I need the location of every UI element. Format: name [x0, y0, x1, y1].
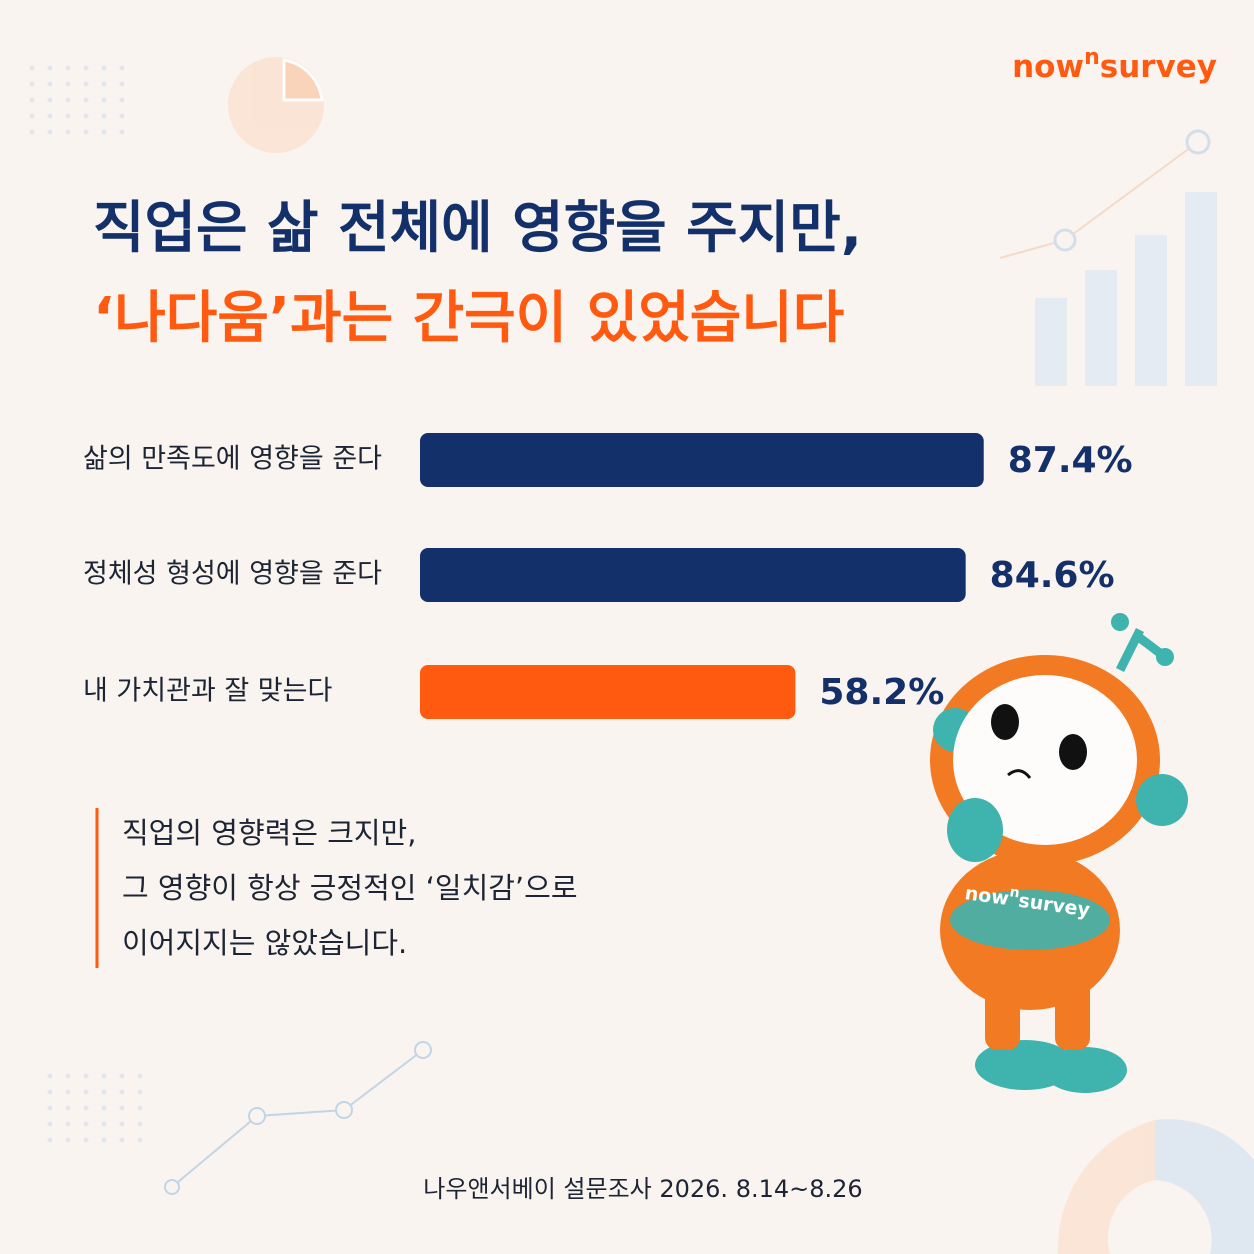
- logo-part: survey: [1100, 49, 1217, 85]
- logo-part: n: [1084, 45, 1100, 70]
- title-line: ‘나다움’과는 간극이 있었습니다: [93, 286, 844, 351]
- category-label: 삶의 만족도에 영향을 준다: [83, 444, 382, 475]
- logo: nownsurvey: [1012, 45, 1217, 85]
- decoration: [29, 57, 1254, 1254]
- value-label: 87.4%: [1008, 440, 1133, 481]
- note-line: 이어지지는 않았습니다.: [122, 926, 407, 960]
- bar-chart: 삶의 만족도에 영향을 준다 87.4% 정체성 형성에 영향을 준다 84.6% 내 …: [83, 433, 1133, 719]
- value-label: 84.6%: [990, 555, 1115, 596]
- logo-part: now: [1012, 49, 1084, 85]
- value-label: 58.2%: [819, 672, 944, 713]
- note-line: 그 영향이 항상 긍정적인 ‘일치감’으로: [122, 871, 578, 905]
- bar: [420, 665, 796, 719]
- title-line: 직업은 삶 전체에 영향을 주지만,: [93, 196, 862, 261]
- mascot-logo-part: n: [1009, 884, 1021, 901]
- mascot: nownsurvey: [930, 613, 1188, 1093]
- category-label: 내 가치관과 잘 맞는다: [83, 676, 332, 707]
- category-label: 정체성 형성에 영향을 준다: [83, 559, 382, 590]
- bar: [420, 548, 966, 602]
- source: 나우앤서베이 설문조사 2026. 8.14~8.26: [423, 1175, 862, 1203]
- note-line: 직업의 영향력은 크지만,: [122, 816, 416, 850]
- bar: [420, 433, 984, 487]
